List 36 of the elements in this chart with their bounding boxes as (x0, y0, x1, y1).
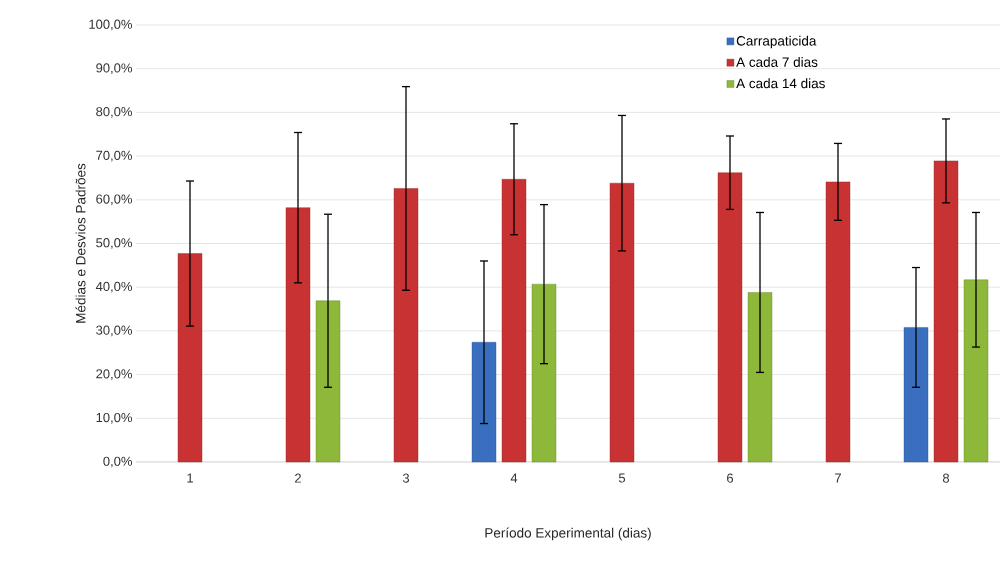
bar (393, 188, 419, 463)
y-tick-label: 70,0% (96, 150, 133, 162)
legend-label: Carrapaticida (736, 35, 817, 49)
y-tick-label: 100,0% (89, 19, 133, 31)
bar (717, 172, 743, 463)
x-tick-label: 7 (835, 473, 841, 483)
x-tick-label: 4 (510, 473, 518, 483)
y-tick-label: 50,0% (96, 238, 133, 249)
legend-label: A cada 7 dias (736, 57, 818, 67)
x-tick-label: 1 (187, 473, 193, 483)
x-tick-label: 5 (618, 473, 626, 483)
bar (285, 207, 311, 463)
x-tick-label: 8 (942, 473, 950, 483)
bar (933, 160, 959, 463)
x-tick-label: 3 (402, 473, 410, 483)
y-tick-label: 40,0% (95, 281, 133, 293)
x-tick-label: 6 (727, 473, 734, 483)
bar (825, 181, 851, 463)
y-tick-label: 20,0% (96, 369, 133, 380)
bar (747, 292, 773, 463)
y-tick-label: 10,0% (96, 412, 133, 424)
bar (501, 179, 527, 463)
y-tick-label: 80,0% (96, 107, 133, 118)
legend-label: A cada 14 dias (736, 78, 825, 89)
y-tick-label: 60,0% (96, 194, 133, 206)
bar (531, 283, 557, 463)
y-tick-label: 0,0% (103, 456, 133, 468)
y-axis-title: Médias e Desvios Padrões (75, 163, 86, 323)
x-tick-label: 2 (295, 473, 301, 483)
y-tick-label: 90,0% (96, 63, 133, 75)
bar (177, 253, 203, 463)
bar (963, 279, 989, 463)
y-tick-label: 30,0% (96, 325, 133, 337)
x-axis-title: Período Experimental (dias) (485, 527, 651, 541)
bar (609, 182, 635, 463)
bar (903, 327, 929, 463)
